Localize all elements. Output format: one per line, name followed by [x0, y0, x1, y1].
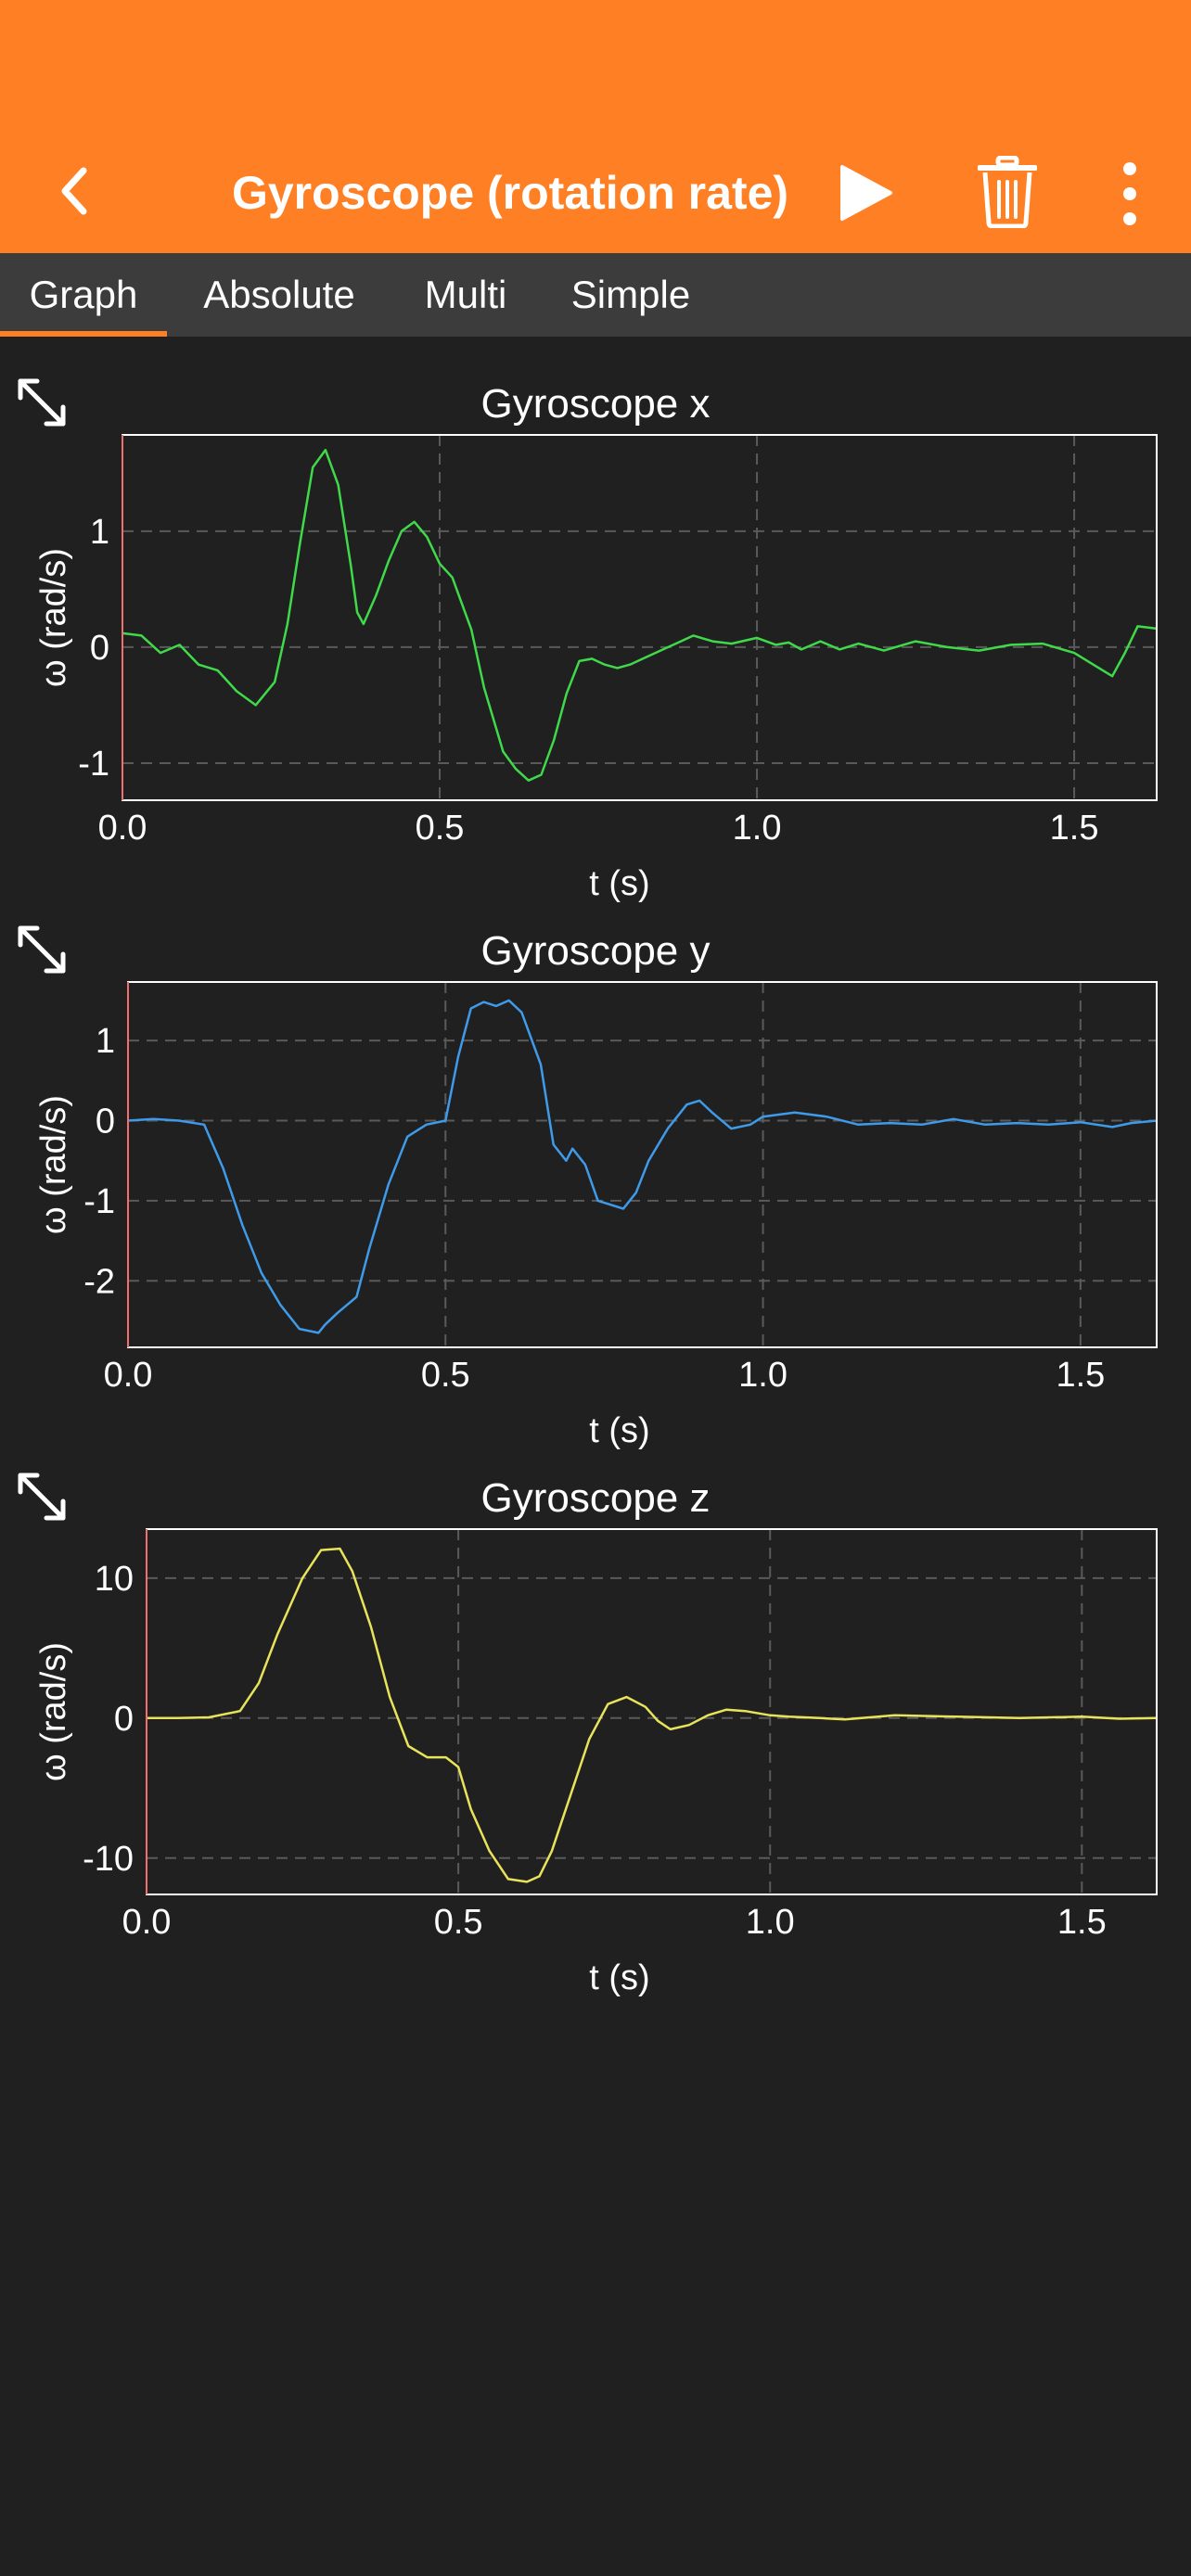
x-tick-label: 1.5 — [1057, 1903, 1107, 1942]
y-tick-label: 1 — [96, 1022, 115, 1061]
expand-icon[interactable] — [15, 1470, 69, 1524]
y-tick-label: -1 — [83, 1182, 115, 1221]
x-axis-label: t (s) — [589, 1411, 649, 1450]
x-tick-label: 0.5 — [416, 809, 465, 848]
x-tick-label: 0.0 — [98, 809, 147, 848]
x-tick-label: 0.0 — [104, 1356, 153, 1395]
back-chevron-icon[interactable] — [56, 163, 93, 219]
y-tick-label: 1 — [90, 513, 109, 552]
y-tick-label: 0 — [90, 629, 109, 668]
y-tick-label: 10 — [95, 1560, 134, 1599]
page-title: Gyroscope (rotation rate) — [231, 167, 789, 219]
plot-area: 0.0 0.5 1.0 1.5 -2 -1 0 1 t (s) ω (rad/s) — [34, 981, 1158, 1450]
y-axis-label: ω (rad/s) — [34, 548, 73, 687]
play-icon[interactable] — [837, 163, 896, 223]
plot-frame — [122, 434, 1158, 801]
series-line — [127, 999, 1158, 1334]
x-axis-label: t (s) — [589, 864, 649, 903]
graph-title: Gyroscope z — [480, 1475, 711, 1521]
x-tick-label: 1.5 — [1056, 1356, 1105, 1395]
graph-gyroscope-y[interactable]: Gyroscope y 0.0 0.5 1.0 1.5 -2 -1 0 1 t (s) ω (ra… — [0, 884, 1191, 1450]
x-axis-label: t (s) — [589, 1958, 649, 1997]
y-tick-label: -2 — [83, 1262, 115, 1301]
y-tick-label: -1 — [78, 745, 109, 784]
expand-icon[interactable] — [15, 376, 69, 429]
y-tick-label: 0 — [96, 1102, 115, 1141]
plot-area: 0.0 0.5 1.0 1.5 -1 0 1 t (s) ω (rad/s) — [34, 434, 1158, 903]
series-line — [122, 449, 1158, 782]
tab-graph[interactable]: Graph — [29, 273, 138, 316]
graph-gyroscope-z[interactable]: Gyroscope z 0.0 0.5 1.0 1.5 -10 0 10 t (s) ω (ra… — [0, 1431, 1191, 1997]
tab-bar: Graph Absolute Multi Simple — [0, 253, 1191, 337]
tab-simple[interactable]: Simple — [570, 273, 691, 316]
x-tick-label: 1.0 — [733, 809, 782, 848]
tab-multi[interactable]: Multi — [424, 273, 507, 316]
tab-selected-indicator — [0, 331, 167, 337]
x-tick-label: 0.0 — [122, 1903, 172, 1942]
plot-area: 0.0 0.5 1.0 1.5 -10 0 10 t (s) ω (rad/s) — [34, 1528, 1158, 1997]
plot-frame — [146, 1528, 1158, 1895]
y-axis-label: ω (rad/s) — [34, 1095, 73, 1234]
app-bar: Gyroscope (rotation rate) — [0, 0, 1191, 253]
x-tick-label: 1.0 — [746, 1903, 795, 1942]
trash-icon[interactable] — [978, 156, 1037, 228]
x-tick-label: 0.5 — [434, 1903, 483, 1942]
graph-title: Gyroscope y — [480, 928, 711, 974]
graph-title: Gyroscope x — [480, 381, 711, 427]
plot-frame — [127, 981, 1158, 1348]
graph-gyroscope-x[interactable]: Gyroscope x 0.0 0.5 1.0 1.5 -1 0 1 t (s) ω (rad/… — [0, 337, 1191, 903]
y-tick-label: -10 — [83, 1840, 134, 1879]
y-tick-label: 0 — [114, 1700, 134, 1739]
y-axis-label: ω (rad/s) — [34, 1642, 73, 1781]
x-tick-label: 0.5 — [421, 1356, 470, 1395]
x-tick-label: 1.0 — [738, 1356, 788, 1395]
series-line — [147, 1547, 1158, 1883]
tab-absolute[interactable]: Absolute — [203, 273, 355, 316]
more-vertical-icon[interactable] — [1121, 161, 1139, 226]
x-tick-label: 1.5 — [1050, 809, 1099, 848]
expand-icon[interactable] — [15, 923, 69, 976]
